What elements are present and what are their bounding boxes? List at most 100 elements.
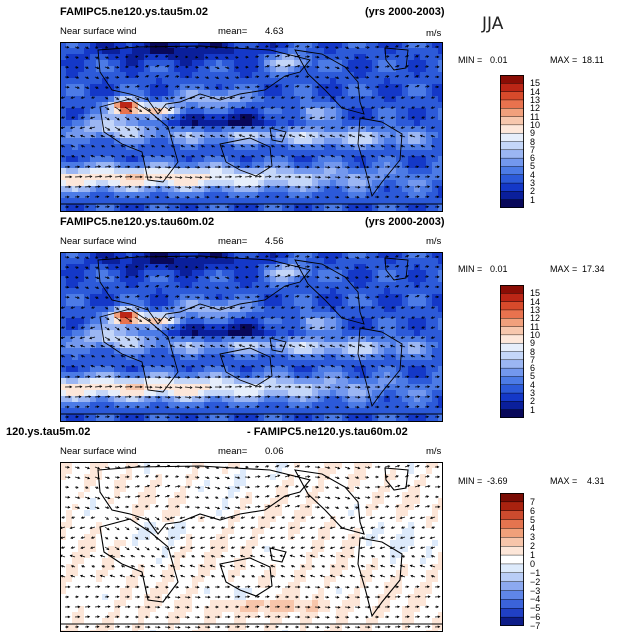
- wind-cell: [312, 198, 319, 205]
- wind-cell: [246, 348, 253, 355]
- wind-vector-head: [136, 97, 140, 101]
- wind-vector-head: [266, 75, 270, 78]
- wind-vector-head: [238, 134, 242, 137]
- wind-vector-head: [126, 117, 130, 121]
- wind-cell: [132, 366, 139, 373]
- wind-cell: [348, 414, 355, 421]
- wind-vector-head: [426, 55, 430, 58]
- wind-cell: [60, 414, 67, 421]
- wind-cell: [366, 66, 373, 73]
- wind-cell: [168, 198, 175, 205]
- wind-vector-head: [127, 128, 131, 131]
- wind-cell: [162, 90, 169, 97]
- wind-vector-head: [205, 56, 209, 59]
- wind-vector-head: [220, 145, 224, 148]
- wind-cell: [90, 390, 97, 397]
- wind-cell: [330, 390, 337, 397]
- wind-cell: [360, 306, 367, 313]
- wind-vector-head: [116, 195, 120, 199]
- wind-cell: [126, 414, 133, 421]
- wind-vector-head: [107, 205, 110, 209]
- wind-cell: [294, 180, 301, 187]
- wind-cell: [384, 354, 391, 361]
- wind-cell: [72, 324, 79, 331]
- wind-cell: [102, 132, 109, 139]
- wind-vector-head: [270, 154, 274, 158]
- wind-vector-head: [139, 175, 143, 179]
- wind-cell: [144, 396, 151, 403]
- wind-cell: [288, 294, 295, 301]
- wind-cell: [414, 150, 421, 157]
- wind-cell: [414, 180, 421, 187]
- wind-cell: [156, 366, 163, 373]
- wind-cell: [222, 90, 229, 97]
- wind-vector-head: [256, 65, 260, 69]
- wind-cell: [390, 366, 397, 373]
- wind-cell: [354, 102, 361, 109]
- wind-cell: [396, 402, 403, 409]
- wind-cell: [198, 306, 205, 313]
- wind-cell: [396, 192, 403, 199]
- wind-cell: [402, 396, 409, 403]
- wind-vector-head: [250, 155, 254, 158]
- wind-vector-head: [180, 126, 184, 129]
- wind-vector-head: [80, 106, 84, 109]
- wind-vector-head: [376, 85, 380, 89]
- wind-cell: [270, 384, 277, 391]
- wind-cell: [162, 348, 169, 355]
- wind-cell: [180, 318, 187, 325]
- wind-cell: [300, 336, 307, 343]
- wind-vector-head: [436, 175, 440, 179]
- wind-cell: [132, 288, 139, 295]
- wind-cell: [216, 66, 223, 73]
- wind-cell: [396, 330, 403, 337]
- wind-cell: [282, 66, 289, 73]
- wind-cell: [72, 270, 79, 277]
- wind-cell: [186, 198, 193, 205]
- wind-vector-head: [155, 55, 159, 58]
- wind-cell: [396, 186, 403, 193]
- wind-vector: [164, 106, 171, 111]
- wind-cell: [246, 336, 253, 343]
- wind-cell: [324, 96, 331, 103]
- wind-cell: [84, 198, 91, 205]
- wind-cell: [126, 42, 133, 49]
- wind-cell: [318, 120, 325, 127]
- wind-cell: [264, 330, 271, 337]
- wind-cell: [312, 186, 319, 193]
- wind-cell: [432, 198, 439, 205]
- wind-cell: [180, 120, 187, 127]
- wind-cell: [336, 66, 343, 73]
- wind-vector-head: [376, 195, 380, 199]
- wind-cell: [186, 264, 193, 271]
- wind-cell: [96, 186, 103, 193]
- wind-cell: [276, 54, 283, 61]
- wind-cell: [300, 144, 307, 151]
- wind-cell: [288, 168, 295, 175]
- wind-vector-head: [266, 85, 270, 88]
- wind-cell: [180, 252, 187, 259]
- wind-cell: [432, 324, 439, 331]
- wind-cell: [276, 126, 283, 133]
- wind-cell: [192, 138, 199, 145]
- wind-cell: [84, 288, 91, 295]
- wind-cell: [210, 66, 217, 73]
- wind-vector-head: [181, 155, 184, 158]
- wind-cell: [318, 318, 325, 325]
- wind-cell: [396, 198, 403, 205]
- wind-cell: [132, 402, 139, 409]
- wind-cell: [192, 336, 199, 343]
- wind-cell: [144, 318, 151, 325]
- wind-cell: [384, 306, 391, 313]
- wind-cell: [294, 372, 301, 379]
- wind-cell: [60, 120, 67, 127]
- wind-cell: [96, 300, 103, 307]
- wind-cell: [138, 162, 145, 169]
- wind-cell: [402, 126, 409, 133]
- wind-cell: [432, 144, 439, 151]
- wind-cell: [288, 270, 295, 277]
- wind-cell: [438, 60, 443, 67]
- wind-cell: [240, 108, 247, 115]
- wind-vector-head: [166, 195, 170, 199]
- wind-cell: [438, 270, 443, 277]
